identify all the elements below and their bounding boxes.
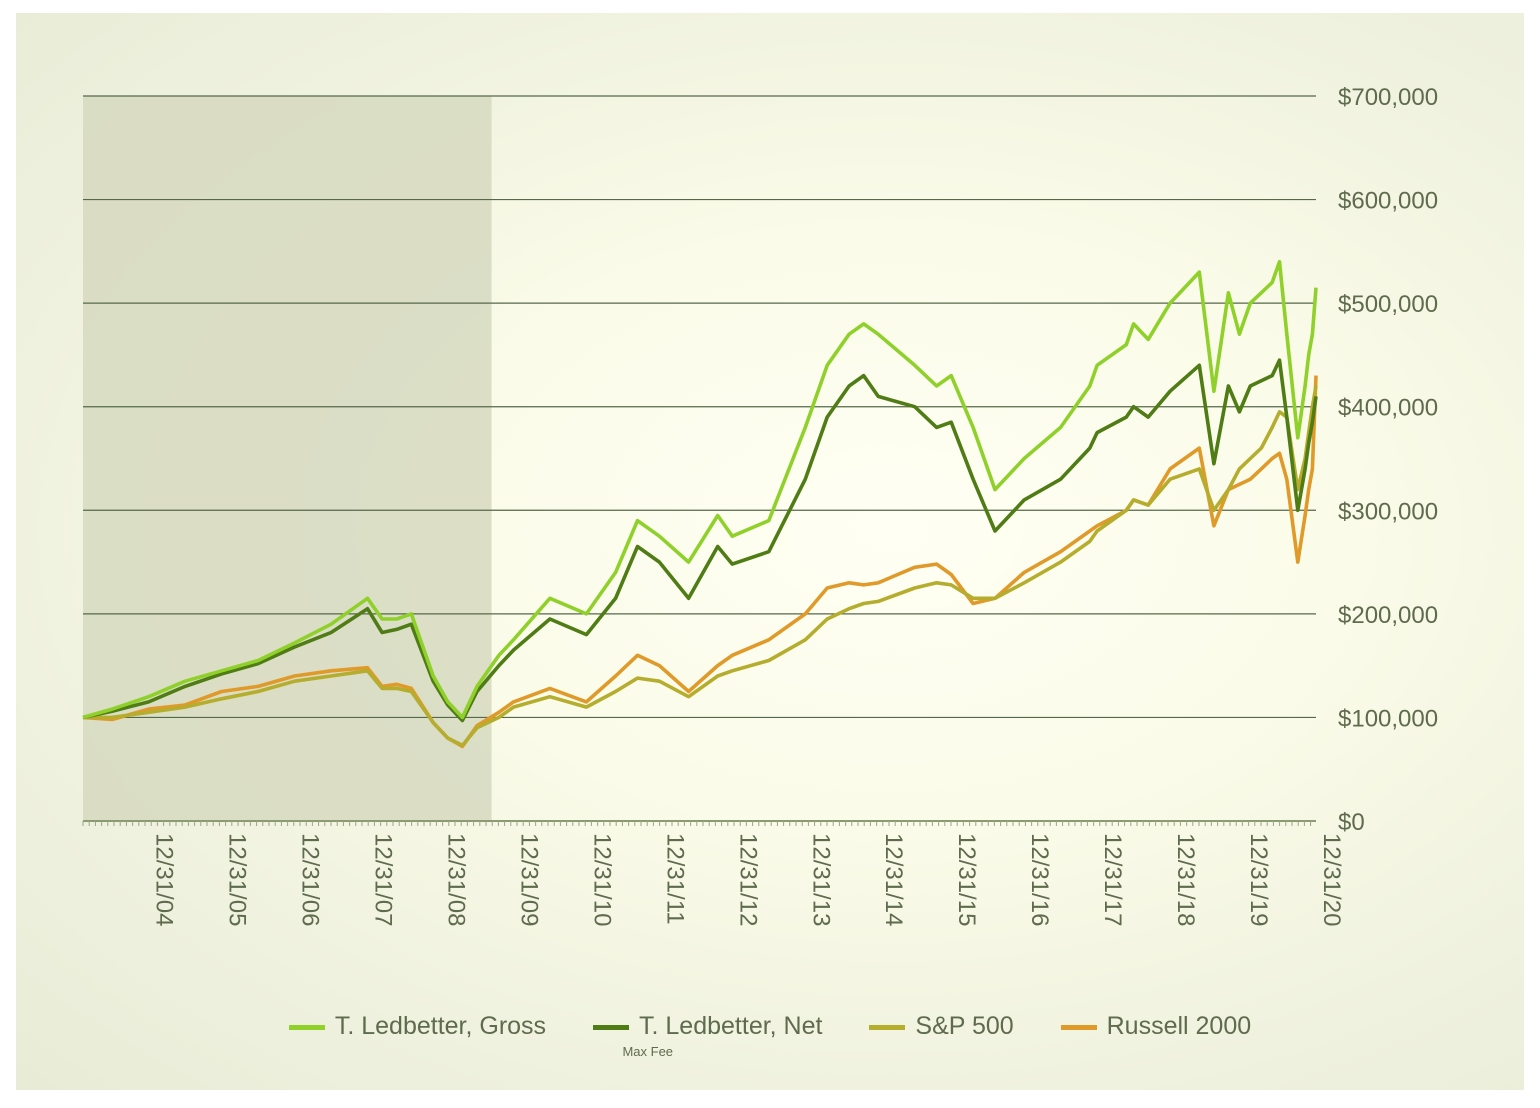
legend-swatch-gross [288,1024,325,1030]
x-tick-label: 12/31/20 [1318,833,1345,926]
x-axis-ticks: 12/31/04 12/31/05 12/31/06 12/31/07 12/31/08… [151,833,1345,926]
legend-item-net: T. Ledbetter, Net Max Fee [593,1012,823,1059]
line-chart: $0 $100,000 $200,000 $300,000 $400,000 $500,0… [82,84,1438,926]
legend-sublabel-max-fee: Max Fee [622,1044,674,1059]
y-tick-label: $600,000 [1338,188,1438,215]
legend-label-net: T. Ledbetter, Net [639,1012,823,1040]
x-tick-label: 12/31/11 [661,833,688,925]
gridlines [82,95,1316,826]
y-tick-label: $200,000 [1338,602,1438,629]
y-tick-label: $400,000 [1338,395,1438,422]
y-tick-label: $700,000 [1338,84,1438,111]
y-tick-label: $100,000 [1338,705,1438,732]
legend-label-sp500: S&P 500 [915,1012,1014,1040]
series-line [82,358,1318,723]
x-tick-label: 12/31/04 [151,833,178,926]
x-tick-label: 12/31/19 [1245,833,1272,926]
x-tick-label: 12/31/10 [588,833,615,926]
legend-label-gross: T. Ledbetter, Gross [334,1012,547,1040]
legend-swatch-russell [1060,1024,1097,1030]
x-tick-label: 12/31/06 [297,833,324,926]
legend-item-gross: T. Ledbetter, Gross [288,1012,547,1041]
x-tick-label: 12/31/16 [1026,833,1053,926]
y-tick-label: $500,000 [1338,291,1438,318]
x-tick-label: 12/31/12 [734,833,761,926]
series-lines [82,259,1318,749]
y-tick-label: $0 [1338,809,1365,836]
x-tick-label: 12/31/15 [953,833,980,926]
x-tick-label: 12/31/09 [515,833,542,926]
x-tick-label: 12/31/18 [1172,833,1199,926]
x-tick-label: 12/31/05 [224,833,251,926]
x-tick-label: 12/31/13 [807,833,834,926]
series-line [82,375,1318,749]
chart-frame: $0 $100,000 $200,000 $300,000 $400,000 $500,0… [16,13,1524,1090]
x-tick-label: 12/31/17 [1099,833,1126,926]
x-tick-label: 12/31/07 [370,833,397,926]
legend-item-russell: Russell 2000 [1060,1012,1252,1041]
legend-swatch-sp500 [869,1024,906,1030]
legend-label-russell: Russell 2000 [1106,1012,1252,1040]
legend: T. Ledbetter, Gross T. Ledbetter, Net Ma… [0,1012,1540,1059]
y-tick-label: $300,000 [1338,498,1438,525]
legend-swatch-net [593,1024,630,1030]
x-tick-label: 12/31/14 [880,833,907,926]
x-tick-label: 12/31/08 [442,833,469,926]
legend-item-sp500: S&P 500 [869,1012,1014,1041]
series-line [83,385,1318,748]
series-line [82,259,1318,720]
y-axis-ticks: $0 $100,000 $200,000 $300,000 $400,000 $500,0… [1338,84,1438,836]
